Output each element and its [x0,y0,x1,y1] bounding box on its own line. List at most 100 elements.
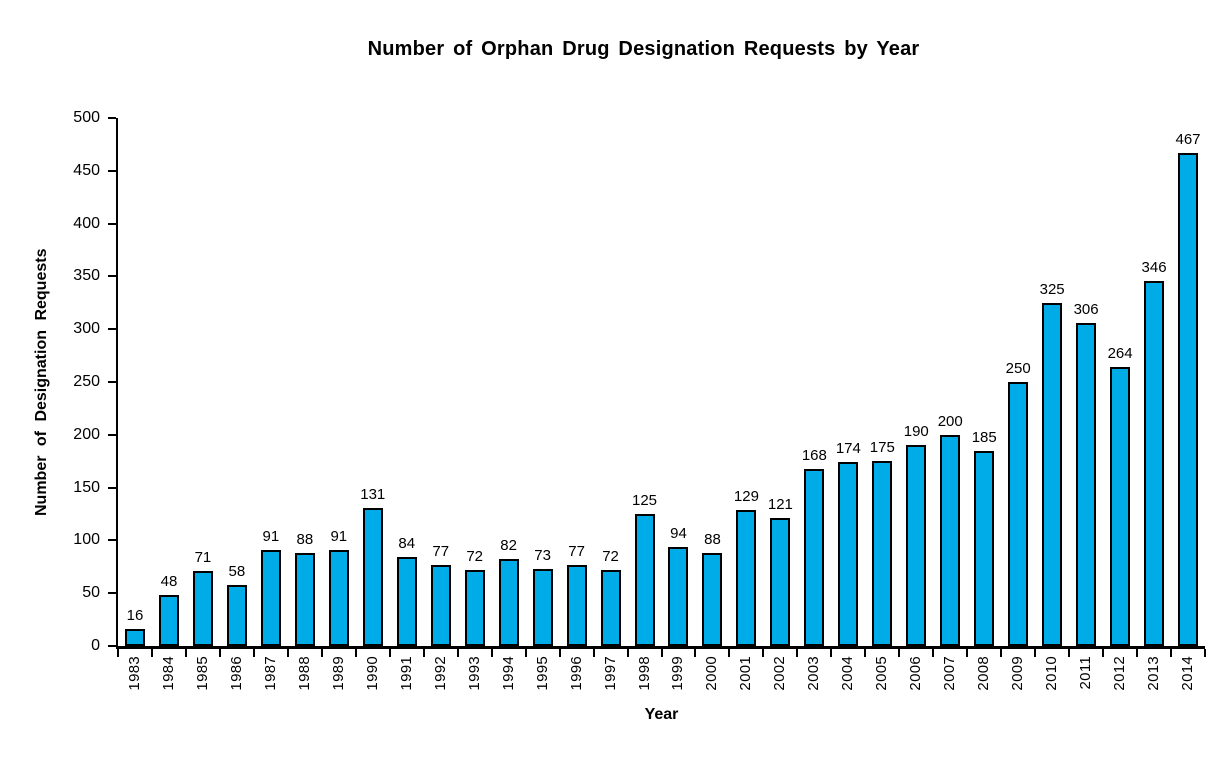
x-axis-tick [286,649,289,657]
bar-value-label: 467 [1175,130,1201,148]
x-axis-tick [354,649,357,657]
y-axis-tick [108,486,116,489]
bar-value-label: 88 [296,531,314,549]
x-axis-tick [490,649,493,657]
x-axis-tick [252,649,255,657]
x-axis-tick [728,649,731,657]
bar [294,553,315,646]
x-axis-category-label: 1990 [363,656,381,691]
x-axis-category-label: 1992 [431,656,449,691]
y-axis-tick-label: 350 [73,267,100,285]
bar [1144,280,1165,646]
x-axis-category-label: 1985 [193,656,211,691]
bar-value-label: 190 [903,423,929,441]
x-axis-category-label: 1984 [159,656,177,691]
x-axis-tick [864,649,867,657]
y-axis-tick-label: 450 [73,161,100,179]
bar [464,569,485,646]
x-axis-tick [320,649,323,657]
x-axis-tick [592,649,595,657]
chart-title: Number of Orphan Drug Designation Reques… [367,38,920,60]
bar-value-label: 16 [126,607,144,625]
bar [770,518,791,646]
bar [566,564,587,646]
x-axis-tick [422,649,425,657]
x-axis-category-label: 2009 [1009,656,1027,691]
bar [226,584,247,646]
y-axis-tick-label: 300 [73,320,100,338]
x-axis-tick [762,649,765,657]
x-axis-category-label: 1986 [227,656,245,691]
bar [1042,302,1063,646]
x-axis-tick [660,649,663,657]
bar [906,445,927,646]
y-axis-tick [108,275,116,278]
bar-value-label: 125 [632,492,658,509]
x-axis-category-label: 2013 [1145,656,1163,691]
bar [940,434,961,646]
y-axis-tick [108,328,116,331]
x-axis-category-label: 2001 [737,656,755,691]
y-axis-tick [108,117,116,119]
x-axis-tick [1068,649,1071,657]
x-axis-title: Year [644,706,679,723]
bar [498,559,519,646]
bar [838,462,859,646]
x-axis-tick [1204,649,1206,657]
x-axis-category-label: 1988 [295,656,313,691]
x-axis-tick [966,649,969,657]
bar [702,553,723,646]
y-axis-tick-label: 0 [91,637,100,654]
bar-value-label: 306 [1073,300,1099,318]
bar [974,450,995,646]
x-axis-tick [388,649,391,657]
bar [396,557,417,646]
x-axis-tick [694,649,697,657]
x-axis-category-label: 1994 [499,656,517,691]
bar-value-label: 185 [971,428,997,446]
bar-value-label: 82 [500,537,517,555]
bar-value-label: 168 [801,446,827,464]
bar [600,569,621,646]
y-axis-tick [108,381,116,383]
x-axis-category-label: 1987 [261,656,279,691]
plot-area: 0 50 100 150 200 250 300 350 400 450 500 16 1983 48 19… [73,109,1206,691]
bar-value-label: 346 [1141,258,1167,276]
bar [668,546,689,646]
bar-value-label: 121 [767,496,793,514]
x-axis-tick [117,649,119,657]
bar-value-label: 325 [1039,280,1065,298]
y-axis-tick [108,169,116,172]
x-axis-tick [1136,649,1139,657]
y-axis-tick-label: 150 [73,478,100,496]
bar-value-label: 250 [1005,360,1031,377]
bar-value-label: 131 [360,485,386,503]
y-axis-tick [108,592,116,595]
bar-value-label: 264 [1107,345,1133,363]
bar [192,571,213,646]
x-axis-category-label: 1991 [397,656,415,691]
x-axis-category-label: 2008 [975,656,993,691]
x-axis-tick [626,649,629,657]
y-axis-tick-label: 50 [82,584,100,602]
bar-value-label: 129 [733,487,759,505]
bar [1178,152,1199,646]
y-axis-tick-label: 500 [73,109,100,126]
x-axis-tick [898,649,901,657]
x-axis-category-label: 1983 [125,656,143,691]
x-axis-tick [150,649,153,657]
x-axis-tick [932,649,935,657]
y-axis-tick [108,645,116,647]
bar-value-label: 175 [869,439,895,457]
y-axis-tick-label: 400 [73,214,100,232]
bar [362,507,383,646]
bar [736,509,757,646]
bar-value-label: 91 [262,527,280,545]
x-axis-category-label: 1998 [635,656,653,691]
bar-value-label: 174 [835,440,861,458]
x-axis-tick [558,649,561,657]
x-axis-tick [184,649,187,657]
x-axis-category-label: 1996 [567,656,585,691]
bar [634,514,655,646]
